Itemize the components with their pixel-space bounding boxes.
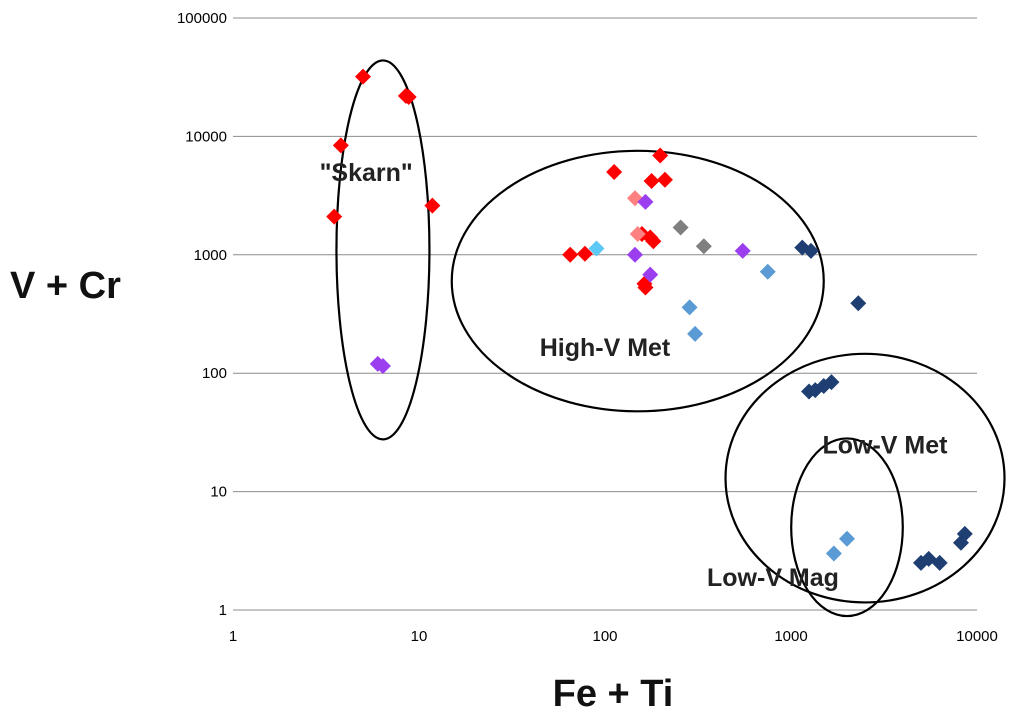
point-red (606, 164, 623, 181)
point-purple (627, 246, 644, 263)
point-lightblue (687, 325, 704, 342)
point-cyan (588, 240, 605, 257)
point-purple (637, 193, 654, 210)
gridlines (233, 17, 977, 611)
point-gray (695, 238, 712, 255)
data-points (326, 68, 973, 571)
point-purple (642, 266, 659, 283)
point-red (400, 89, 417, 106)
ellipse-group (335, 59, 1006, 618)
group-label: Low-V Met (822, 431, 948, 459)
point-navy (850, 295, 867, 312)
point-pink (629, 225, 646, 242)
point-red (332, 137, 349, 154)
x-tick-label: 10 (411, 628, 428, 645)
group-label: Low-V Mag (707, 564, 839, 592)
point-red (643, 173, 660, 190)
y-tick-label: 100000 (177, 10, 227, 27)
point-red (326, 208, 343, 225)
tick-labels: 1 10 100 1000 10000 100000 1 10 100 1000 10000 (177, 10, 998, 645)
point-lightblue (838, 530, 855, 547)
group-ellipse (790, 437, 904, 618)
point-red (424, 197, 441, 214)
x-tick-label: 1000 (774, 628, 807, 645)
group-ellipse (335, 59, 431, 441)
y-tick-label: 10000 (185, 128, 227, 145)
point-red (652, 147, 669, 164)
x-tick-label: 100 (592, 628, 617, 645)
point-navy (931, 554, 948, 571)
y-axis-title: V + Cr (10, 265, 121, 307)
point-purple (374, 358, 391, 375)
point-red (576, 245, 593, 262)
point-red (355, 68, 372, 85)
group-label: "Skarn" (320, 159, 413, 187)
group-label: High-V Met (540, 334, 671, 362)
point-gray (672, 219, 689, 236)
point-navy (956, 525, 973, 542)
point-lightblue (759, 263, 776, 280)
group-ellipse (450, 149, 825, 413)
point-red (637, 279, 654, 296)
y-tick-label: 1 (219, 602, 227, 619)
x-axis-title: Fe + Ti (553, 673, 674, 715)
x-tick-label: 10000 (956, 628, 998, 645)
annotations: "Skarn" High-V Met Low-V Met Low-V Mag (320, 159, 949, 592)
point-red (656, 171, 673, 188)
point-navy (802, 242, 819, 259)
point-purple (734, 242, 751, 259)
point-red (562, 246, 579, 263)
point-lightblue (681, 299, 698, 316)
point-lightblue (825, 545, 842, 562)
y-tick-label: 100 (202, 365, 227, 382)
y-tick-label: 10 (210, 484, 227, 501)
point-red (645, 233, 662, 250)
y-tick-label: 1000 (194, 247, 227, 264)
x-tick-label: 1 (229, 628, 237, 645)
point-navy (823, 374, 840, 391)
group-ellipse (724, 352, 1006, 604)
